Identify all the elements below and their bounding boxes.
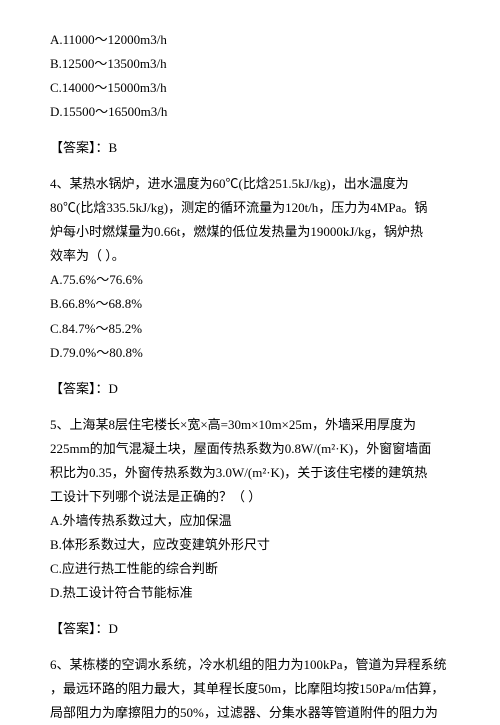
q3-option-b: B.12500～13500m3/h (50, 52, 450, 76)
q4-option-d: D.79.0%～80.8% (50, 341, 450, 365)
q3-option-a: A.11000～12000m3/h (50, 28, 450, 52)
q5-stem-line3: 积比为0.35，外窗传热系数为3.0W/(m²·K)，关于该住宅楼的建筑热 (50, 461, 450, 485)
q6-block: 6、某栋楼的空调水系统，冷水机组的阻力为100kPa，管道为异程系统 ，最远环路… (50, 653, 450, 725)
q3-answer: 【答案】：B (50, 136, 450, 160)
q4-stem-line4: 效率为（ ）。 (50, 244, 450, 268)
q5-option-b: B.体形系数过大，应改变建筑外形尺寸 (50, 533, 450, 557)
q5-option-c: C.应进行热工性能的综合判断 (50, 557, 450, 581)
q4-stem-line3: 炉每小时燃煤量为0.66t，燃煤的低位发热量为19000kJ/kg，锅炉热 (50, 220, 450, 244)
q3-option-d: D.15500～16500m3/h (50, 100, 450, 124)
q6-stem-line1: 6、某栋楼的空调水系统，冷水机组的阻力为100kPa，管道为异程系统 (50, 653, 450, 677)
q6-stem-line2: ，最远环路的阻力最大，其单程长度50m，比摩阻均按150Pa/m估算， (50, 677, 450, 701)
q4-block: 4、某热水锅炉，进水温度为60℃(比焓251.5kJ/kg)，出水温度为 80℃… (50, 172, 450, 364)
q6-stem-line3: 局部阻力为摩擦阻力的50%，过滤器、分集水器等管道附件的阻力为 (50, 701, 450, 725)
q3-options: A.11000～12000m3/h B.12500～13500m3/h C.14… (50, 28, 450, 124)
q5-answer-block: 【答案】：D (50, 617, 450, 641)
q5-stem-line4: 工设计下列哪个说法是正确的？（ ） (50, 485, 450, 509)
q5-stem-line2: 225mm的加气混凝土块，屋面传热系数为0.8W/(m²·K)，外窗窗墙面 (50, 437, 450, 461)
q5-option-d: D.热工设计符合节能标准 (50, 581, 450, 605)
q3-option-c: C.14000～15000m3/h (50, 76, 450, 100)
q5-block: 5、上海某8层住宅楼长×宽×高=30m×10m×25m，外墙采用厚度为 225m… (50, 413, 450, 605)
q3-answer-block: 【答案】：B (50, 136, 450, 160)
q4-stem-line2: 80℃(比焓335.5kJ/kg)，测定的循环流量为120t/h，压力为4MPa… (50, 196, 450, 220)
q4-answer: 【答案】：D (50, 377, 450, 401)
q5-option-a: A.外墙传热系数过大，应加保温 (50, 509, 450, 533)
q5-answer: 【答案】：D (50, 617, 450, 641)
q5-stem-line1: 5、上海某8层住宅楼长×宽×高=30m×10m×25m，外墙采用厚度为 (50, 413, 450, 437)
q4-stem-line1: 4、某热水锅炉，进水温度为60℃(比焓251.5kJ/kg)，出水温度为 (50, 172, 450, 196)
q4-option-a: A.75.6%～76.6% (50, 268, 450, 292)
q4-answer-block: 【答案】：D (50, 377, 450, 401)
q4-option-c: C.84.7%～85.2% (50, 317, 450, 341)
q4-option-b: B.66.8%～68.8% (50, 292, 450, 316)
